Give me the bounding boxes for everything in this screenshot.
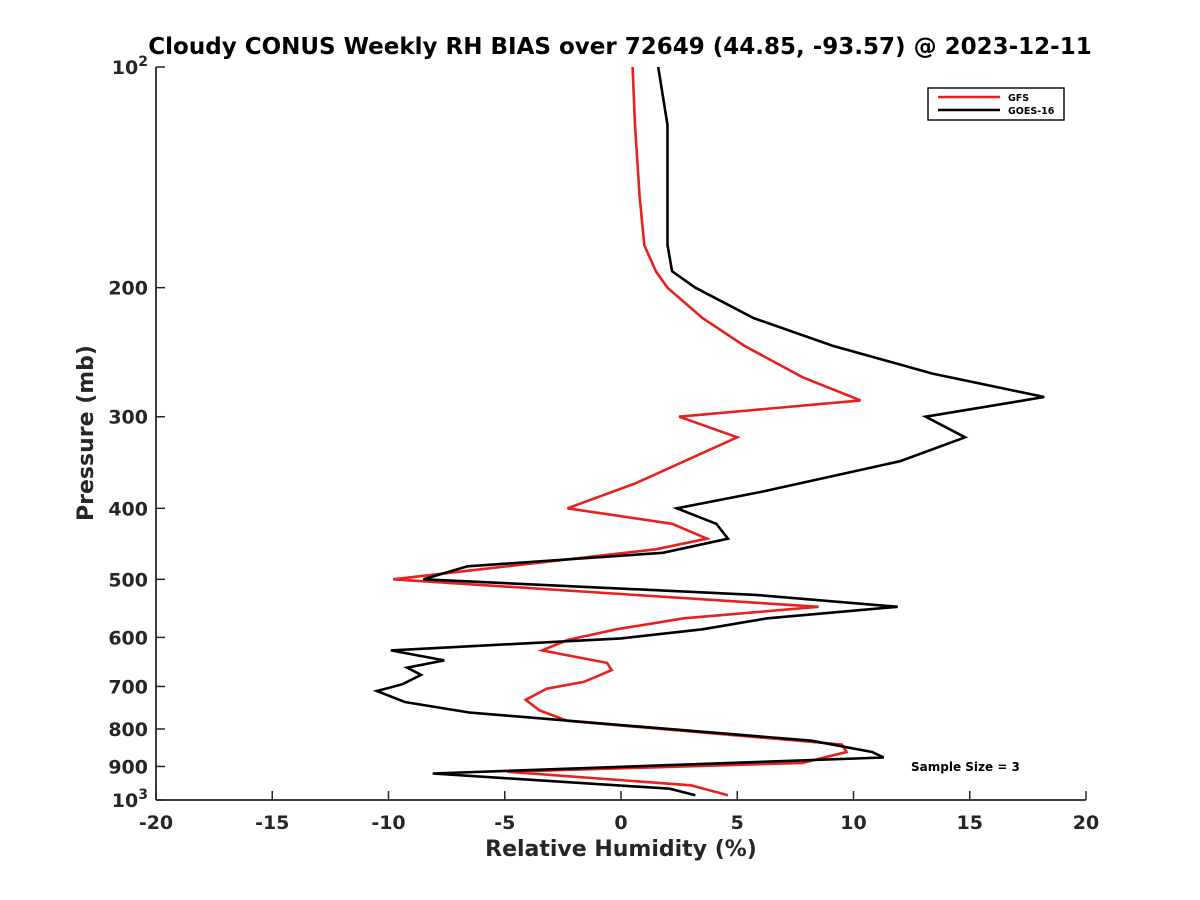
sample-size-annotation: Sample Size = 3 <box>911 760 1020 774</box>
plot-series <box>372 66 1045 797</box>
y-tick-label: 600 <box>108 627 148 649</box>
x-tick-label: -15 <box>255 812 289 834</box>
y-tick-label: 300 <box>108 407 148 429</box>
x-tick-label: 15 <box>957 812 983 834</box>
y-tick-label: 800 <box>108 719 148 741</box>
y-tick-label: 700 <box>108 676 148 698</box>
y-tick-label: 103 <box>112 787 148 812</box>
x-tick-label: 0 <box>614 812 627 834</box>
legend-label-goes-16: GOES-16 <box>1008 106 1055 117</box>
x-tick-label: -5 <box>494 812 515 834</box>
series-line-goes-16 <box>372 66 1045 797</box>
y-tick-label: 200 <box>108 278 148 300</box>
x-ticks: -20 -15 -10 -5 0 5 10 15 20 <box>139 791 1099 834</box>
y-tick-label: 900 <box>108 756 148 778</box>
legend-box <box>927 87 1065 121</box>
x-tick-label: 10 <box>840 812 866 834</box>
x-tick-label: 5 <box>731 812 744 834</box>
legend: GFS GOES-16 <box>927 87 1065 121</box>
x-tick-label: -20 <box>139 812 173 834</box>
y-ticks: 102 200 300 400 500 600 700 800 900 103 <box>108 54 165 812</box>
x-tick-label: 20 <box>1073 812 1099 834</box>
y-axis-label: Pressure (mb) <box>74 345 99 521</box>
y-tick-label: 500 <box>108 569 148 591</box>
chart-title: Cloudy CONUS Weekly RH BIAS over 72649 (… <box>148 34 1091 60</box>
x-axis-label: Relative Humidity (%) <box>485 837 757 862</box>
legend-label-gfs: GFS <box>1008 93 1029 104</box>
x-tick-label: -10 <box>371 812 405 834</box>
y-tick-label: 102 <box>112 54 148 79</box>
y-tick-label: 400 <box>108 498 148 520</box>
